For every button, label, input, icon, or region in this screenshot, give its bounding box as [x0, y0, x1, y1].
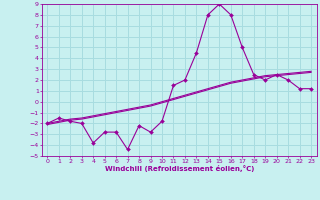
- X-axis label: Windchill (Refroidissement éolien,°C): Windchill (Refroidissement éolien,°C): [105, 165, 254, 172]
